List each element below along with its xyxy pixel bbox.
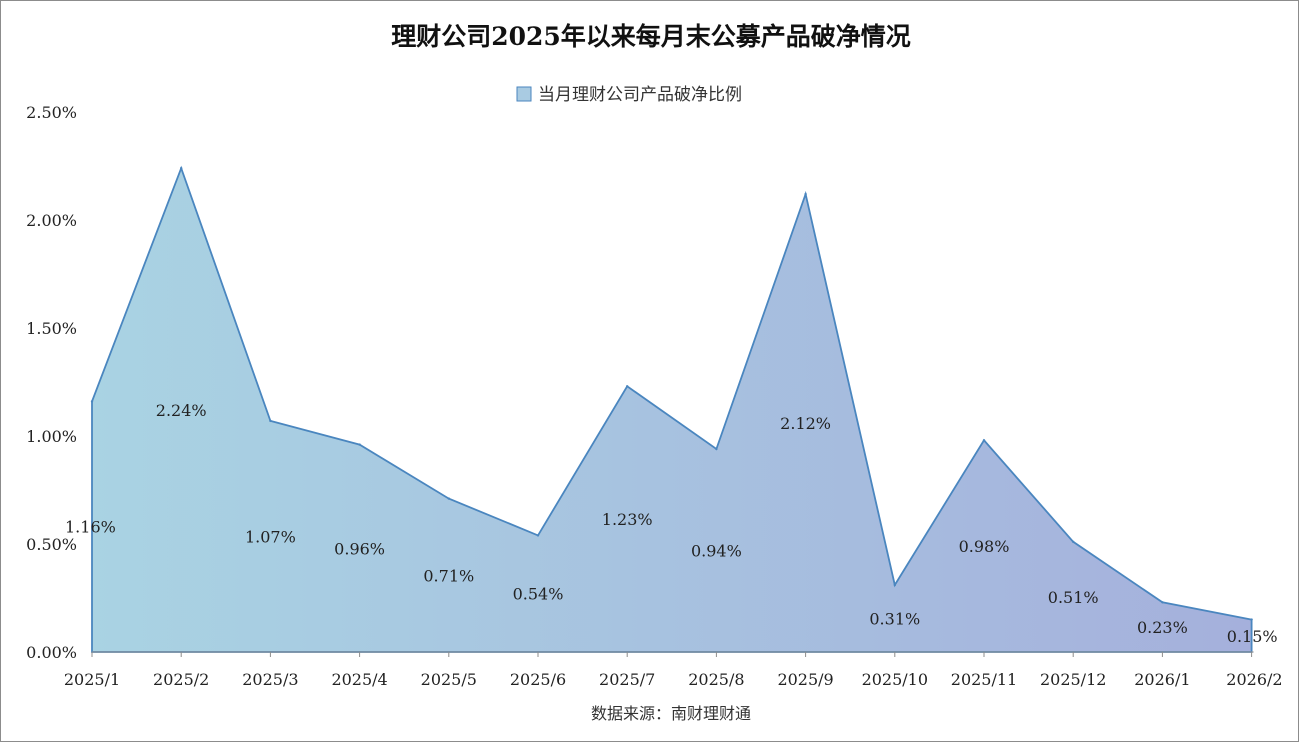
data-label: 1.07%	[245, 527, 296, 546]
data-point	[1250, 618, 1253, 621]
data-point	[536, 534, 540, 537]
data-label: 1.23%	[602, 510, 653, 529]
data-label: 2.12%	[780, 414, 831, 433]
data-point	[90, 400, 94, 403]
data-labels: 1.16% 2.24% 1.07% 0.96% 0.71% 0.54% 1.23% 0.94%…	[65, 401, 1278, 646]
data-points	[90, 167, 1253, 621]
legend: 当月理财公司产品破净比例	[516, 85, 742, 105]
data-label: 0.54%	[513, 585, 564, 604]
data-point	[715, 447, 718, 451]
data-label: 0.51%	[1048, 588, 1099, 607]
y-tick-label: 1.50%	[26, 319, 77, 338]
data-label: 0.15%	[1227, 627, 1278, 646]
x-tick-label: 2025/1	[64, 670, 120, 689]
data-point	[804, 192, 807, 196]
source-note: 数据来源：南财理财通	[591, 704, 751, 723]
legend-label: 当月理财公司产品破净比例	[538, 85, 742, 105]
data-label: 0.71%	[423, 566, 474, 585]
data-label: 0.96%	[334, 539, 385, 558]
data-point	[982, 439, 986, 442]
x-tick-label: 2025/5	[421, 670, 477, 689]
y-tick-label: 2.50%	[26, 103, 77, 122]
y-tick-label: 0.00%	[26, 643, 77, 662]
data-label: 0.31%	[869, 610, 920, 629]
data-point	[358, 443, 361, 446]
y-axis: 0.00% 0.50% 1.00% 1.50% 2.00% 2.50%	[26, 103, 77, 662]
data-label: 1.16%	[65, 518, 116, 537]
data-point	[269, 419, 272, 423]
x-tick-label: 2025/4	[331, 670, 387, 689]
area-fill	[91, 165, 1253, 653]
y-tick-label: 0.50%	[26, 535, 77, 554]
x-tick-label: 2025/7	[599, 670, 655, 689]
x-tick-label: 2025/3	[242, 670, 298, 689]
data-point	[447, 497, 450, 500]
data-label: 0.94%	[691, 542, 742, 561]
x-tick-label: 2025/6	[510, 670, 566, 689]
x-tick-label: 2026/2	[1226, 670, 1282, 689]
chart-title: 理财公司2025年以来每月末公募产品破净情况	[391, 22, 911, 51]
x-tick-label: 2025/11	[951, 670, 1017, 689]
data-point	[180, 167, 183, 170]
data-label: 0.23%	[1137, 618, 1188, 637]
x-tick-label: 2025/2	[153, 670, 209, 689]
area-series	[91, 165, 1253, 653]
y-tick-label: 2.00%	[26, 211, 77, 230]
data-point	[1161, 601, 1164, 604]
x-tick-label: 2025/10	[862, 670, 928, 689]
data-label: 0.98%	[959, 537, 1010, 556]
x-tick-label: 2025/9	[777, 670, 833, 689]
data-point	[1072, 540, 1075, 543]
x-tick-label: 2025/12	[1040, 670, 1106, 689]
x-axis: 2025/1 2025/2 2025/3 2025/4 2025/5 2025/6 2025…	[64, 651, 1283, 689]
data-point	[893, 583, 896, 587]
data-point	[626, 385, 629, 388]
x-tick-label: 2026/1	[1134, 670, 1190, 689]
data-label: 2.24%	[156, 401, 207, 420]
x-tick-label: 2025/8	[688, 670, 744, 689]
y-tick-label: 1.00%	[26, 427, 77, 446]
legend-swatch	[516, 86, 532, 102]
